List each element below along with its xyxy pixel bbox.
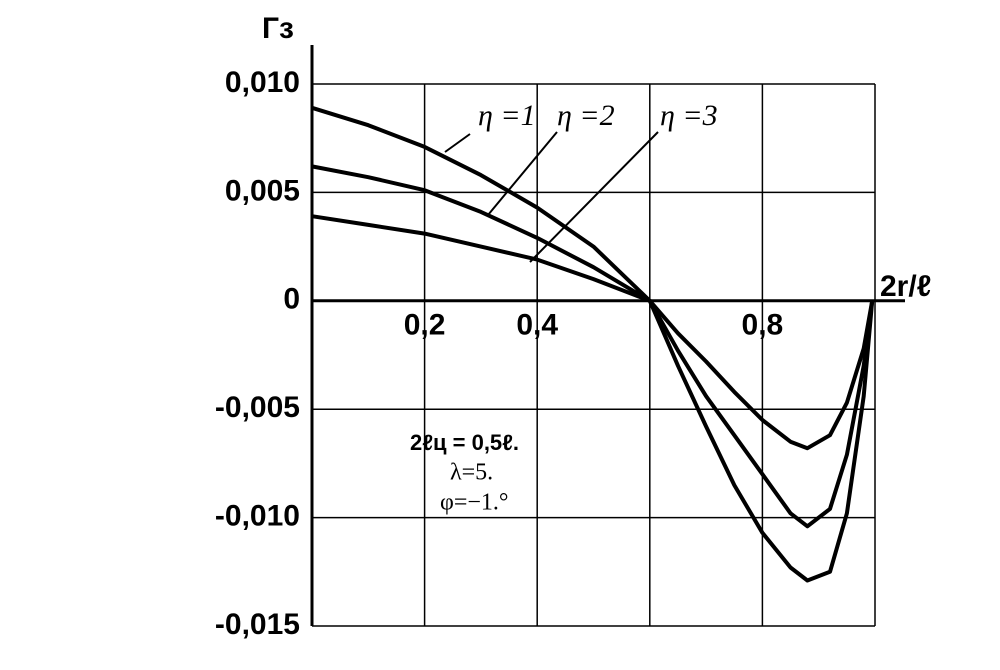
x-tick-label: 0,2 <box>404 309 446 342</box>
series-label: η =2 <box>557 99 615 132</box>
leader-line <box>444 133 471 153</box>
x-tick-label: 0,8 <box>742 309 784 342</box>
series-label: η =1 <box>478 99 536 132</box>
y-tick-label: 0,010 <box>225 66 300 99</box>
leader-line <box>529 131 659 263</box>
series-line <box>311 164 875 529</box>
annotation: λ=5. <box>450 460 493 486</box>
series-line <box>311 214 875 583</box>
y-axis-label: Гз <box>262 12 294 45</box>
x-axis-label: 2r/ℓ <box>880 270 931 303</box>
y-tick-label: -0,005 <box>215 391 300 424</box>
y-tick-label: 0 <box>283 283 300 316</box>
series-line <box>311 105 875 451</box>
y-tick-label: -0,015 <box>215 608 300 641</box>
y-tick-label: 0,005 <box>225 174 300 207</box>
leader-line <box>487 131 558 216</box>
annotation: φ=−1.° <box>440 490 509 516</box>
annotation: 2ℓц = 0,5ℓ. <box>410 430 519 455</box>
y-tick-label: -0,010 <box>215 500 300 533</box>
x-tick-label: 0,4 <box>516 309 558 342</box>
series-label: η =3 <box>660 99 718 132</box>
